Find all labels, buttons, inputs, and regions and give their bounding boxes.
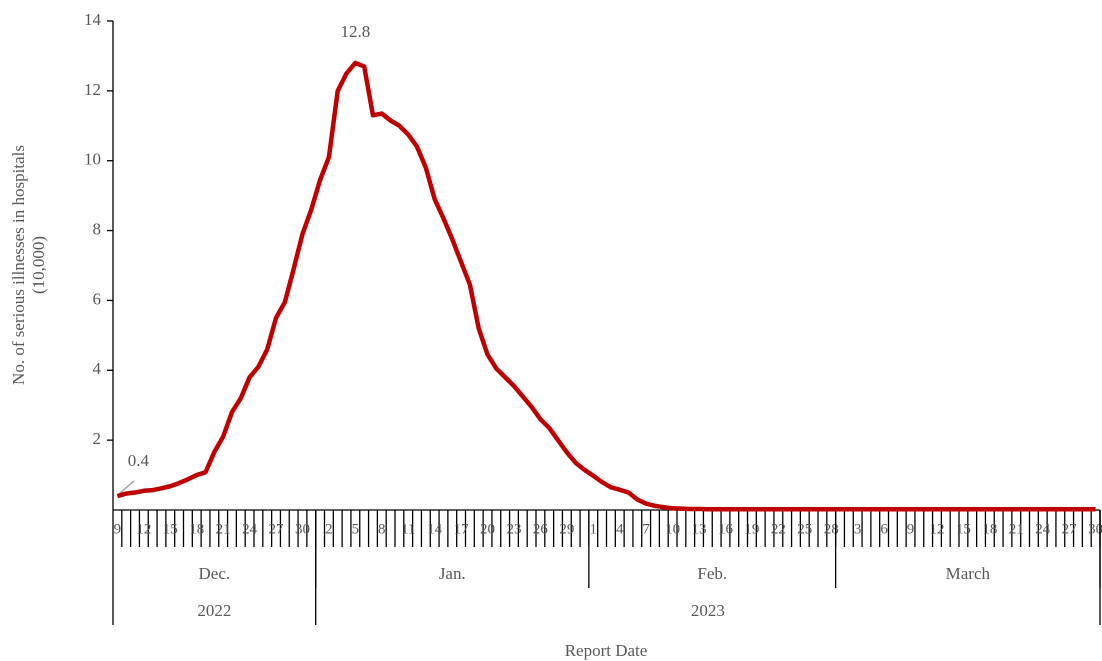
month-label: Feb. (697, 564, 727, 583)
y-tick-label: 12 (84, 80, 101, 99)
x-tick-label: 22 (771, 521, 786, 537)
x-tick-label: 18 (982, 521, 997, 537)
x-tick-label: 13 (692, 521, 707, 537)
y-axis-label: No. of serious illnesses in hospitals (9, 145, 28, 385)
y-tick-label: 2 (93, 429, 102, 448)
x-tick-label: 28 (824, 521, 839, 537)
x-tick-label: 2 (325, 521, 333, 537)
x-tick-label: 21 (216, 521, 231, 537)
x-axis-label: Report Date (565, 641, 648, 660)
x-tick-label: 15 (956, 521, 971, 537)
data-line (116, 60, 1096, 512)
year-label: 2023 (691, 601, 725, 620)
x-tick-label: 4 (616, 521, 624, 537)
x-tick-label: 24 (1035, 521, 1051, 537)
y-tick-label: 8 (93, 219, 102, 238)
value-label: 0.4 (128, 451, 150, 470)
x-tick-label: 27 (269, 521, 285, 537)
x-tick-label: 18 (189, 521, 204, 537)
x-tick-label: 12 (929, 521, 944, 537)
x-tick-label: 3 (854, 521, 862, 537)
x-tick-label: 24 (242, 521, 258, 537)
x-tick-label: 19 (744, 521, 759, 537)
x-tick-label: 9 (907, 521, 915, 537)
value-label: 12.8 (340, 22, 370, 41)
y-tick-label: 14 (84, 10, 102, 29)
x-tick-label: 17 (454, 521, 470, 537)
x-tick-label: 21 (1009, 521, 1024, 537)
x-tick-label: 1 (590, 521, 598, 537)
x-tick-label: 23 (506, 521, 521, 537)
x-tick-label: 30 (295, 521, 310, 537)
year-label: 2022 (197, 601, 231, 620)
month-label: Dec. (199, 564, 231, 583)
x-tick-label: 9 (114, 521, 122, 537)
y-axis-label: (10,000) (29, 236, 48, 294)
month-label: March (946, 564, 991, 583)
x-tick-label: 14 (427, 521, 443, 537)
x-tick-label: 30 (1088, 521, 1102, 537)
x-tick-label: 26 (533, 521, 549, 537)
x-tick-label: 25 (797, 521, 812, 537)
y-tick-label: 10 (84, 150, 101, 169)
x-tick-label: 5 (352, 521, 360, 537)
x-tick-label: 11 (401, 521, 415, 537)
x-tick-label: 7 (642, 521, 650, 537)
x-tick-label: 12 (136, 521, 151, 537)
leader-line (119, 480, 135, 494)
x-tick-label: 10 (665, 521, 680, 537)
x-tick-label: 15 (163, 521, 178, 537)
x-tick-label: 6 (880, 521, 888, 537)
x-tick-label: 29 (559, 521, 574, 537)
x-tick-label: 27 (1062, 521, 1078, 537)
y-tick-label: 6 (93, 289, 102, 308)
x-tick-label: 16 (718, 521, 734, 537)
x-tick-label: 8 (378, 521, 386, 537)
x-tick-label: 20 (480, 521, 495, 537)
month-label: Jan. (439, 564, 466, 583)
y-tick-label: 4 (93, 359, 102, 378)
